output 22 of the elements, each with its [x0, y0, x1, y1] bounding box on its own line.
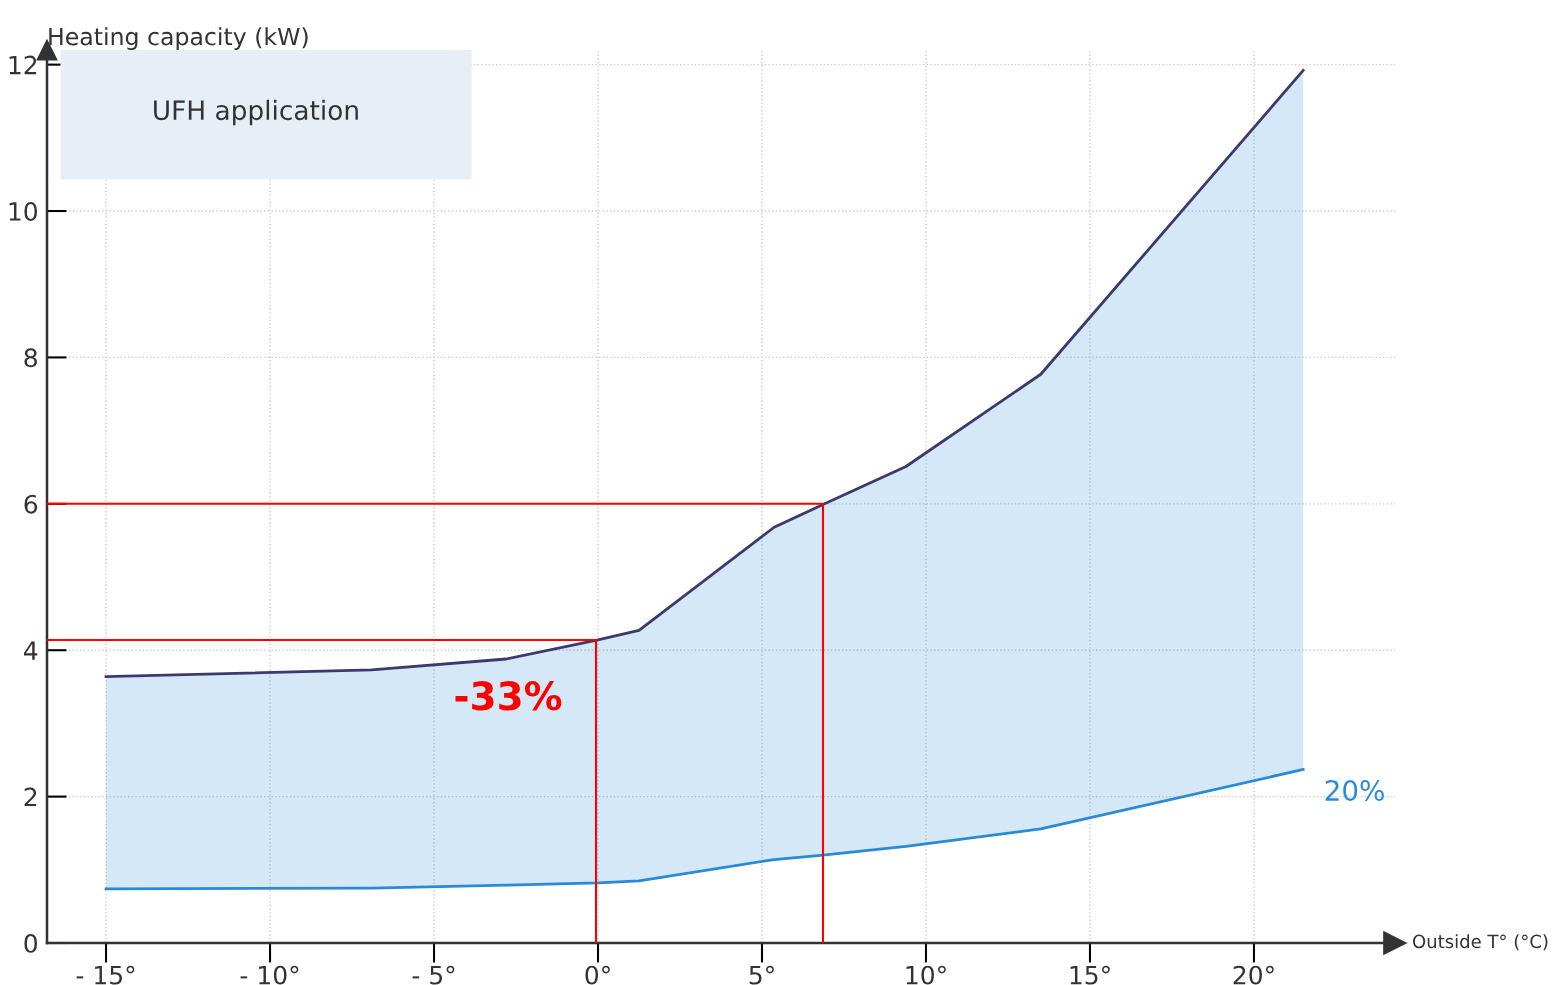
x-tick-label: - 5° [412, 965, 455, 985]
x-axis-title: Outside T° (°C) [1413, 934, 1548, 951]
x-tick-label: 10° [906, 965, 946, 985]
y-tick-label: 12 [9, 55, 37, 75]
x-tick-label: - 10° [240, 965, 299, 985]
line-series [104, 69, 1305, 678]
y-tick-label: 8 [24, 348, 37, 368]
annotation: UFH application [154, 99, 358, 126]
y-tick-label: 6 [24, 494, 38, 514]
y-tick-label: 4 [23, 641, 38, 660]
y-tick-label: 0 [24, 933, 38, 953]
x-tick-label: 15° [1070, 965, 1110, 985]
annotation: -33% [455, 681, 562, 711]
y-tick-label: 2 [24, 787, 37, 807]
y-axis-title: Heating capacity (kW) [49, 27, 308, 50]
x-tick-label: 5° [749, 965, 774, 985]
line-series [104, 768, 1305, 891]
x-tick-label: 0° [585, 965, 610, 985]
y-tick-label: 10 [9, 201, 38, 221]
annotation: 20% [1325, 780, 1384, 802]
x-tick-label: 20° [1233, 965, 1274, 985]
x-tick-label: - 15° [76, 965, 135, 985]
